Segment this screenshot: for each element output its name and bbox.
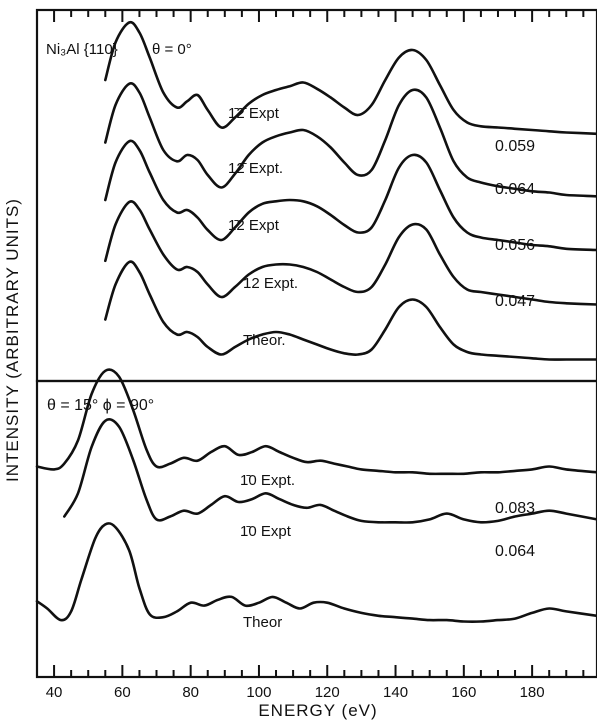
x-tick-label: 180 <box>520 684 545 701</box>
panel-top-title: Ni₃Al {110} <box>46 41 118 58</box>
r-factor-label: 0.047 <box>495 293 535 310</box>
spectra-curves <box>35 20 597 624</box>
x-tick-label: 160 <box>451 684 476 701</box>
r-factor-label: 0.083 <box>495 500 535 517</box>
bottom-axis-ticks <box>53 665 585 677</box>
panel-bottom-frame <box>35 379 597 679</box>
x-tick-label: 80 <box>182 684 199 701</box>
x-tick-label: 60 <box>114 684 131 701</box>
panel-bottom-title: θ = 15° ϕ = 90° <box>47 397 154 414</box>
series-curve-bottom-0 <box>35 368 597 476</box>
x-axis-label: ENERGY (eV) <box>258 701 377 720</box>
series-label: Theor. <box>243 332 286 349</box>
series-curve-bottom-2 <box>35 522 597 624</box>
series-curve-top-4 <box>104 260 597 361</box>
x-tick-label: 140 <box>383 684 408 701</box>
r-factor-label: 0.059 <box>495 138 535 155</box>
x-tick-label: 120 <box>315 684 340 701</box>
panel-top-angle: θ = 0° <box>152 41 192 58</box>
r-factor-label: 0.064 <box>495 181 535 198</box>
r-factor-label: 0.064 <box>495 543 535 560</box>
series-label: 12̄ Expt. <box>228 160 283 177</box>
series-curve-bottom-1 <box>63 418 597 524</box>
top-axis-ticks <box>53 10 585 22</box>
x-tick-label: 100 <box>246 684 271 701</box>
series-curve-top-3 <box>104 200 597 306</box>
series-label: 1̄0 Expt. <box>240 472 295 489</box>
series-curve-top-1 <box>104 82 597 198</box>
series-label: Theor <box>243 614 282 631</box>
series-label: 1̄2 Expt <box>228 217 280 234</box>
y-axis-label: INTENSITY (ARBITRARY UNITS) <box>3 198 22 482</box>
series-label: 1̄2̄ Expt <box>228 105 280 122</box>
x-tick-label: 40 <box>46 684 63 701</box>
series-curve-top-2 <box>104 139 597 252</box>
series-label: 12 Expt. <box>243 275 298 292</box>
r-factor-label: 0.056 <box>495 237 535 254</box>
series-label: 1̄0 Expt <box>240 523 292 540</box>
series-curve-top-0 <box>104 20 597 136</box>
curve-labels: 1̄2̄ Expt 0.059 12̄ Expt. 0.064 1̄2 Expt 0.05… <box>228 105 535 631</box>
x-tick-labels: 40 60 80 100 120 140 160 180 <box>46 684 545 701</box>
